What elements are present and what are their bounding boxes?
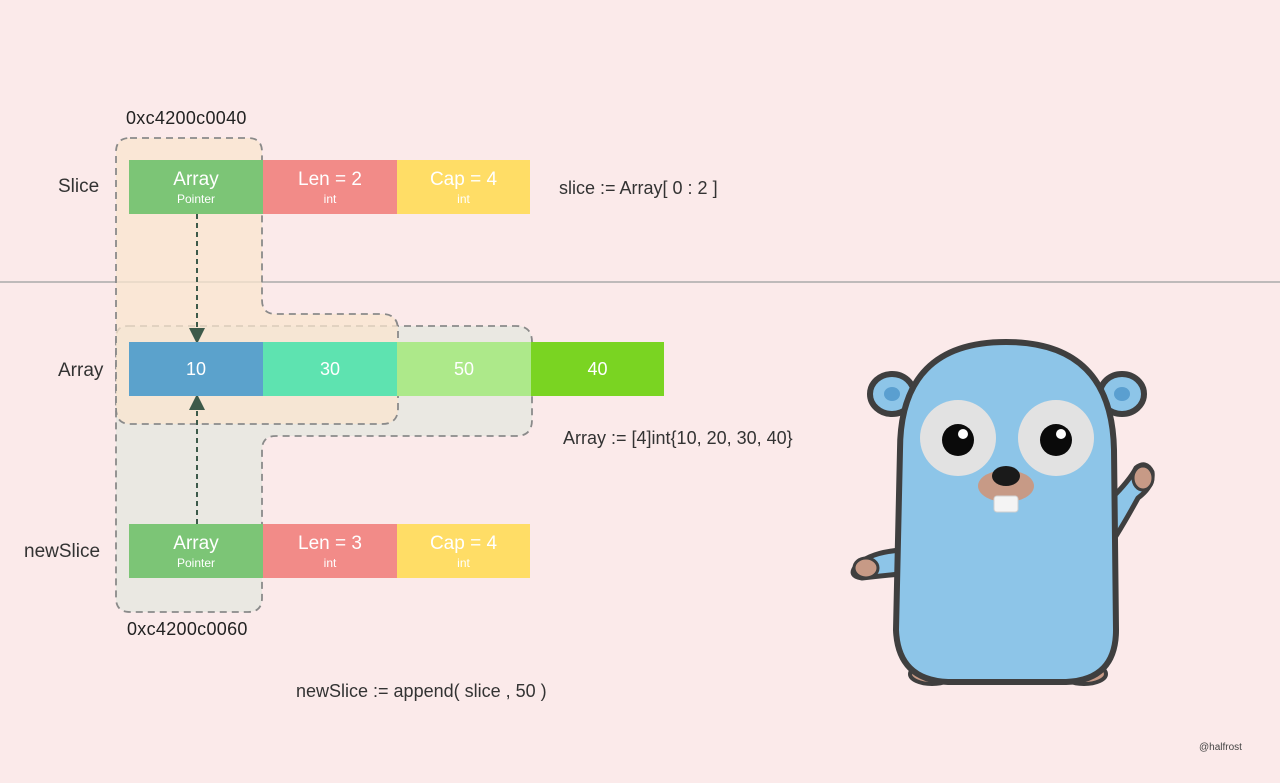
field-type: int xyxy=(457,191,470,206)
slice-row-label: Slice xyxy=(58,176,100,197)
new-slice-cap-field: Cap = 4 int xyxy=(397,524,530,578)
slice-address: 0xc4200c0040 xyxy=(126,108,247,128)
array-cell-0: 10 xyxy=(129,342,263,396)
field-title: Cap = 4 xyxy=(429,532,498,554)
author-credit: @halfrost xyxy=(1199,742,1242,753)
slice-pointer-field: Array Pointer xyxy=(129,160,263,214)
slice-expression: slice := Array[ 0 : 2 ] xyxy=(559,178,718,198)
new-slice-pointer-field: Array Pointer xyxy=(129,524,263,578)
field-type: int xyxy=(323,555,337,570)
field-type: int xyxy=(323,191,337,206)
array-row-label: Array xyxy=(58,360,104,381)
append-expression: newSlice := append( slice , 50 ) xyxy=(296,681,547,701)
gopher-mascot-icon xyxy=(850,339,1155,686)
array-cell-2: 50 xyxy=(397,342,531,396)
array-cell-1: 30 xyxy=(263,342,397,396)
field-title: Len = 2 xyxy=(298,168,362,190)
slice-cap-field: Cap = 4 int xyxy=(397,160,530,214)
array-declaration: Array := [4]int{10, 20, 30, 40} xyxy=(563,428,793,448)
new-slice-address: 0xc4200c0060 xyxy=(127,619,248,639)
new-slice-row-label: newSlice xyxy=(24,541,101,562)
field-title: Cap = 4 xyxy=(429,168,498,190)
field-title: Array xyxy=(173,532,219,554)
new-slice-len-field: Len = 3 int xyxy=(263,524,397,578)
field-title: Len = 3 xyxy=(298,532,362,554)
slice-len-field: Len = 2 int xyxy=(263,160,397,214)
array-cell-3: 40 xyxy=(531,342,664,396)
field-type: Pointer xyxy=(176,555,216,570)
field-type: Pointer xyxy=(176,191,216,206)
field-type: int xyxy=(457,555,470,570)
field-title: Array xyxy=(173,168,219,190)
